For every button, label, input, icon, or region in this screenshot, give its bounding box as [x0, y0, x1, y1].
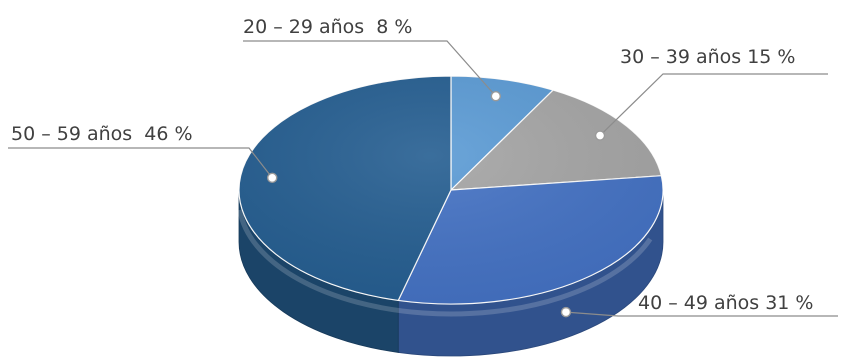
- leader-dot-1: [594, 130, 606, 141]
- slice-label-1: 30 – 39 años 15 %: [620, 46, 796, 68]
- leader-line-2: [565, 311, 838, 317]
- leader-dot-2: [560, 306, 572, 318]
- leader-lines: [8, 40, 838, 318]
- pie-top-slices: [238, 75, 664, 305]
- leader-dot-0: [490, 90, 502, 102]
- slice-labels: 20 – 29 años 8 % 30 – 39 años 15 % 40 – 49…: [11, 16, 814, 314]
- leader-dot-3: [267, 172, 278, 184]
- slice-label-0: 20 – 29 años 8 %: [243, 16, 412, 38]
- leader-line-1: [599, 73, 828, 136]
- leader-line-0: [243, 40, 497, 97]
- leader-line-3: [8, 147, 273, 179]
- slice-label-3: 50 – 59 años 46 %: [11, 123, 193, 145]
- slice-label-2: 40 – 49 años 31 %: [638, 292, 814, 314]
